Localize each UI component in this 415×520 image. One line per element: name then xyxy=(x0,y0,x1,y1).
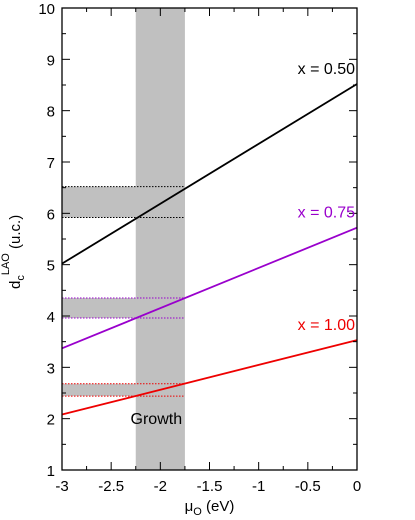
y-axis-label-sub: c xyxy=(15,275,27,281)
x-axis-label-main: μ xyxy=(185,498,194,515)
series-label-1: x = 0.75 xyxy=(298,205,355,222)
x-tick-label-5: -0.5 xyxy=(295,478,321,495)
x-axis-label-sub: O xyxy=(193,506,202,518)
x-tick-label-4: -1 xyxy=(252,478,265,495)
growth-region-layer xyxy=(135,8,185,470)
band-2 xyxy=(62,383,185,397)
x-tick-label-0: -3 xyxy=(55,478,68,495)
y-tick-label-9: 10 xyxy=(38,1,55,18)
y-axis-label-main: d xyxy=(7,281,24,289)
series-line-1 xyxy=(61,226,358,350)
y-tick-label-3: 4 xyxy=(47,309,55,326)
y-tick-label-4: 5 xyxy=(47,258,55,275)
series-line-2 xyxy=(61,339,358,416)
y-axis-label-sup: LAO xyxy=(0,253,12,275)
y-axis-label: dcLAO (u.c.) xyxy=(0,215,27,289)
y-tick-label-7: 8 xyxy=(47,104,55,121)
series-label-2: x = 1.00 xyxy=(298,317,355,334)
y-tick-label-5: 6 xyxy=(47,206,55,223)
x-tick-label-6: 0 xyxy=(353,478,361,495)
y-tick-label-2: 3 xyxy=(47,360,55,377)
growth-region xyxy=(135,8,185,470)
x-axis-label: μO (eV) xyxy=(185,498,235,518)
series-label-0: x = 0.50 xyxy=(298,61,355,78)
series-layer xyxy=(61,83,358,416)
tick-layer: -3 -2.5 -2 -1.5 -1 -0.5 0 1 2 3 4 5 6 7 8 9 10 xyxy=(38,1,361,495)
series-label-layer: x = 0.50 x = 0.75 x = 1.00 xyxy=(298,61,355,334)
series-line-0 xyxy=(61,83,358,265)
y-tick-label-6: 7 xyxy=(47,155,55,172)
x-axis-label-unit: (eV) xyxy=(202,498,235,515)
x-tick-label-1: -2.5 xyxy=(98,478,124,495)
y-tick-label-8: 9 xyxy=(47,52,55,69)
y-tick-label-1: 2 xyxy=(47,412,55,429)
x-tick-label-2: -2 xyxy=(154,478,167,495)
svg-text:dcLAO (u.c.): dcLAO (u.c.) xyxy=(0,215,27,289)
x-tick-label-3: -1.5 xyxy=(197,478,223,495)
band-1 xyxy=(62,298,185,319)
band-0 xyxy=(62,186,185,218)
y-tick-label-0: 1 xyxy=(47,463,55,480)
y-axis-label-unit: (u.c.) xyxy=(7,215,24,253)
growth-label: Growth xyxy=(131,411,183,428)
